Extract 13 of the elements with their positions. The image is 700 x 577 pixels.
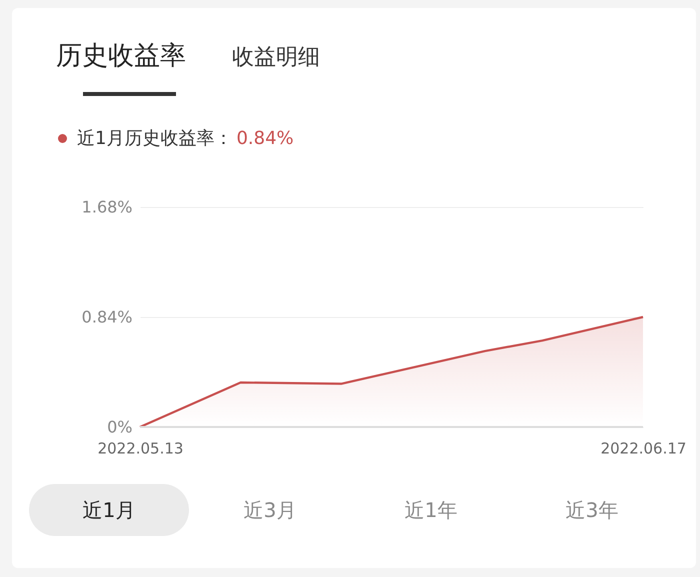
text: 近3年 <box>564 497 620 524</box>
x-tick-label: 2022.06.17 <box>600 440 686 458</box>
legend-label: 近1月历史收益率： <box>77 127 232 150</box>
y-tick-label: 0% <box>107 418 132 436</box>
y-tick-label: 0.84% <box>82 308 132 326</box>
text: 近1月 <box>29 484 189 536</box>
text: 收益明细 <box>232 44 320 72</box>
y-tick-label: 1.68% <box>82 198 132 216</box>
text: 0.84% <box>236 128 294 148</box>
chart-title: 历史收益率 <box>56 40 186 73</box>
x-tick-label: 2022.05.13 <box>98 440 184 458</box>
text: 近3月 <box>242 497 298 524</box>
text: 近1年 <box>404 497 458 524</box>
